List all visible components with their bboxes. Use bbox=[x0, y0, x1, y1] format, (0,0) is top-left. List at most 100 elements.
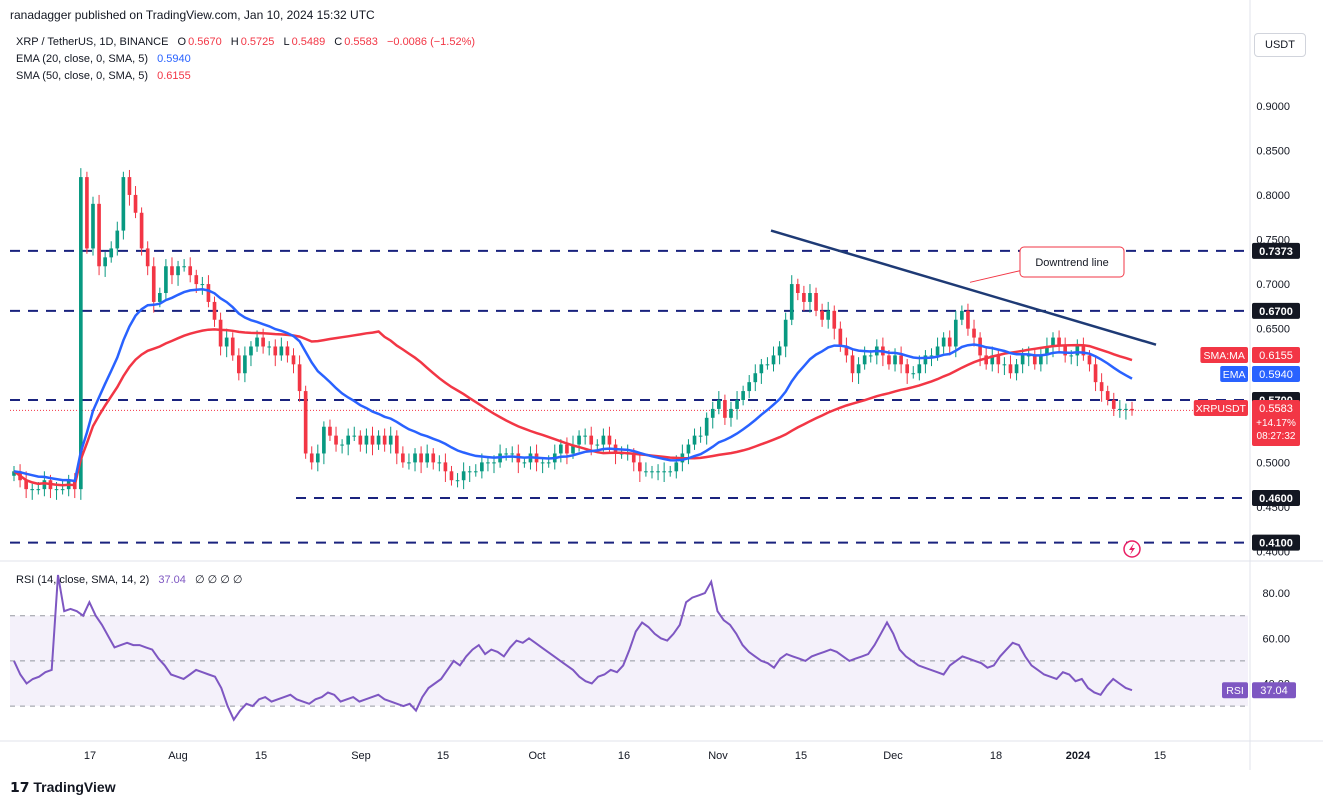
candle-body bbox=[145, 248, 150, 267]
candle-body bbox=[850, 355, 855, 374]
time-tick-label: 2024 bbox=[1066, 750, 1091, 762]
candle-body bbox=[364, 435, 369, 445]
ema-value: 0.5940 bbox=[157, 53, 191, 65]
candle-body bbox=[60, 489, 65, 491]
candle-body bbox=[601, 435, 606, 445]
candle-body bbox=[856, 364, 861, 374]
rsi-legend: RSI (14, close, SMA, 14, 2) 37.04 ∅ ∅ ∅ … bbox=[16, 573, 244, 586]
price-tag-value-bg bbox=[1252, 347, 1300, 363]
price-tag-name-bg bbox=[1200, 347, 1248, 363]
candle-body bbox=[935, 346, 940, 356]
annotation-pointer bbox=[969, 270, 1021, 283]
candle-body bbox=[115, 230, 120, 249]
symbol-label: XRP / TetherUS, 1D, BINANCE bbox=[16, 36, 169, 48]
candle-body bbox=[820, 310, 824, 320]
candle-body bbox=[1008, 364, 1013, 374]
candle-body bbox=[1057, 337, 1061, 347]
candle-body bbox=[868, 355, 873, 357]
candle-body bbox=[1032, 355, 1037, 365]
candle-body bbox=[1063, 346, 1067, 356]
candle-body bbox=[577, 435, 581, 445]
candle-body bbox=[1118, 408, 1122, 410]
candle-body bbox=[1014, 364, 1019, 374]
candle-body bbox=[522, 462, 527, 464]
price-tag-countdown: 08:27:32 bbox=[1257, 431, 1296, 442]
candle-body bbox=[565, 444, 569, 454]
candle-body bbox=[1093, 364, 1098, 383]
candle-body bbox=[176, 266, 180, 276]
candle-body bbox=[789, 284, 794, 320]
candle-body bbox=[650, 471, 654, 473]
candle-body bbox=[12, 471, 16, 476]
annotation-label: Downtrend line bbox=[1035, 257, 1108, 269]
candle-body bbox=[121, 177, 126, 231]
candle-body bbox=[953, 319, 958, 347]
candle-body bbox=[698, 435, 703, 437]
candle-body bbox=[1081, 346, 1086, 356]
candle-body bbox=[583, 435, 587, 437]
high-label: H bbox=[230, 36, 239, 48]
candle-body bbox=[887, 355, 891, 365]
candle-body bbox=[656, 471, 660, 473]
level-tag bbox=[1252, 534, 1300, 551]
candle-body bbox=[243, 355, 247, 374]
candle-body bbox=[1111, 399, 1116, 409]
candle-body bbox=[668, 471, 673, 473]
candle-body bbox=[36, 489, 41, 491]
candle-body bbox=[832, 310, 837, 329]
candle-body bbox=[765, 364, 770, 366]
candle-body bbox=[170, 266, 174, 276]
time-tick-label: 18 bbox=[990, 750, 1002, 762]
close-value: 0.5583 bbox=[344, 36, 378, 48]
price-tick-label: 0.5000 bbox=[1256, 457, 1290, 469]
publisher-header: ranadagger published on TradingView.com,… bbox=[10, 8, 375, 22]
rsi-line bbox=[13, 574, 1133, 722]
candle-body bbox=[425, 453, 429, 463]
price-tick-label: 0.8000 bbox=[1256, 190, 1290, 202]
candle-body bbox=[334, 435, 338, 445]
candle-body bbox=[1075, 346, 1080, 356]
rsi-tick-label: 80.00 bbox=[1262, 588, 1290, 600]
ema-legend: EMA (20, close, 0, SMA, 5) 0.5940 bbox=[16, 53, 193, 65]
currency-selector[interactable]: USDT bbox=[1254, 33, 1306, 57]
rsi-extra: ∅ ∅ ∅ ∅ bbox=[194, 574, 243, 586]
candle-body bbox=[413, 453, 417, 463]
candle-body bbox=[984, 355, 988, 365]
candle-body bbox=[315, 453, 320, 463]
candle-body bbox=[1045, 346, 1049, 356]
price-tag-name: SMA:MA bbox=[1203, 350, 1244, 362]
candle-body bbox=[510, 453, 515, 455]
candle-body bbox=[97, 203, 101, 267]
ema-20-line bbox=[13, 288, 1133, 483]
candle-body bbox=[692, 435, 697, 445]
candle-body bbox=[467, 471, 472, 473]
candle-body bbox=[30, 489, 35, 491]
candle-body bbox=[504, 453, 508, 455]
tradingview-logo-text: TradingView bbox=[33, 779, 116, 795]
candle-body bbox=[255, 337, 259, 347]
candle-body bbox=[249, 346, 253, 356]
low-value: 0.5489 bbox=[291, 36, 326, 48]
time-tick-label: 15 bbox=[437, 750, 449, 762]
time-tick-label: Oct bbox=[528, 750, 545, 762]
candle-body bbox=[291, 355, 296, 365]
price-tick-label: 0.4500 bbox=[1256, 502, 1290, 514]
candle-body bbox=[546, 462, 551, 464]
candle-body bbox=[607, 435, 612, 445]
price-tag-value-bg bbox=[1252, 400, 1300, 446]
candle-body bbox=[631, 453, 636, 463]
candle-body bbox=[164, 266, 168, 293]
level-tag bbox=[1252, 242, 1300, 259]
open-value: 0.5670 bbox=[188, 36, 222, 48]
candle-body bbox=[431, 453, 436, 463]
time-tick-label: 15 bbox=[1154, 750, 1166, 762]
candle-body bbox=[230, 337, 235, 356]
candle-body bbox=[212, 301, 217, 320]
candle-body bbox=[802, 293, 806, 302]
candle-body bbox=[370, 435, 375, 445]
candle-body bbox=[723, 399, 727, 418]
candle-body bbox=[990, 355, 995, 365]
open-label: O bbox=[177, 36, 187, 48]
candle-body bbox=[455, 480, 460, 482]
